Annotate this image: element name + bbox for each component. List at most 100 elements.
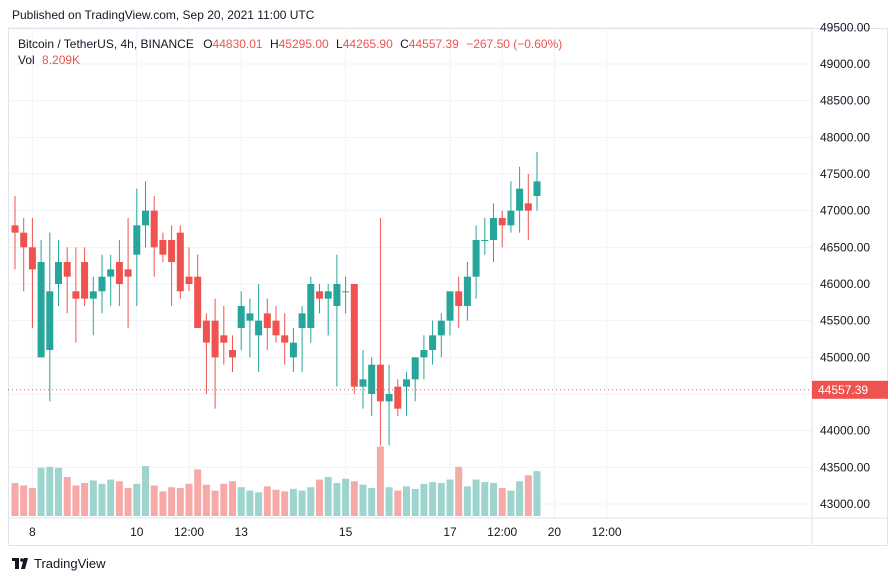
volume-bar	[98, 483, 106, 516]
low-label: L	[336, 37, 343, 51]
volume-bar	[115, 481, 123, 516]
candle-body	[81, 262, 89, 299]
volume-bar	[263, 486, 271, 516]
price-tick-label: 43500.00	[820, 460, 870, 474]
candle-body	[342, 291, 350, 293]
last-price-label: 44557.39	[818, 383, 868, 397]
volume-bar	[298, 490, 306, 516]
candle-body	[237, 306, 245, 328]
candle-body	[159, 240, 167, 255]
candle-body	[455, 291, 463, 306]
candle-body	[246, 313, 254, 321]
high-label: H	[269, 37, 279, 51]
volume-bar	[63, 477, 71, 516]
chart-frame[interactable]	[8, 28, 888, 546]
price-tick-label: 47000.00	[820, 204, 870, 218]
volume-bar	[272, 489, 280, 516]
candle-body	[185, 276, 193, 284]
time-axis: 8 10 12:00 13 15 17 12:00 20 12:00	[29, 525, 622, 539]
candle-body	[107, 269, 115, 277]
time-tick-label: 20	[548, 525, 562, 539]
volume-bar	[55, 467, 62, 516]
candle-body	[124, 269, 132, 277]
price-tick-label: 45500.00	[820, 314, 870, 328]
candle-body	[255, 320, 263, 336]
candle-body	[368, 364, 376, 394]
volume-bar	[498, 488, 506, 516]
volume-bar	[202, 484, 210, 516]
candle-body	[524, 203, 532, 211]
volume-bar	[229, 481, 236, 516]
volume-bar	[359, 484, 367, 516]
last-price-box	[812, 380, 888, 399]
legend-line-1: Bitcoin / TetherUS, 4h, BINANCE O44830.0…	[18, 36, 562, 52]
volume-bar	[324, 477, 332, 516]
candle-body	[446, 291, 454, 321]
footer-brand[interactable]: TradingView	[12, 556, 106, 571]
candle-body	[481, 240, 489, 241]
candle-body	[411, 357, 419, 380]
price-tick-label: 46500.00	[820, 240, 870, 254]
volume-bar	[176, 488, 184, 516]
volume-bar	[481, 482, 489, 516]
volume-bar	[20, 485, 28, 516]
candles	[11, 152, 541, 446]
volume-bar	[107, 479, 115, 516]
candle-body	[429, 335, 437, 350]
volume-bar	[150, 485, 158, 516]
candle-body	[272, 320, 280, 336]
open-value: 44830.01	[212, 37, 263, 51]
low-value: 44265.90	[342, 37, 393, 51]
volume-bar	[342, 478, 350, 516]
high-value: 45295.00	[278, 37, 329, 51]
volume-bar	[194, 469, 202, 516]
candle-body	[229, 350, 236, 358]
candle-body	[472, 240, 480, 277]
volume-bar	[333, 482, 341, 516]
volume-bar	[376, 446, 384, 516]
time-tick-label: 15	[339, 525, 353, 539]
price-tick-label: 44000.00	[820, 424, 870, 438]
symbol-label[interactable]: Bitcoin / TetherUS, 4h, BINANCE	[18, 37, 194, 51]
candle-body	[281, 335, 289, 343]
volume-bar	[307, 487, 315, 516]
close-label: C	[400, 37, 409, 51]
candle-body	[289, 342, 297, 358]
volume-bar	[72, 485, 80, 516]
volume-bar	[524, 475, 532, 516]
volume-bar	[81, 482, 89, 516]
volume-bar	[237, 487, 245, 516]
candle-body	[194, 276, 202, 328]
volume-bar	[255, 492, 263, 516]
volume-bar	[28, 488, 36, 516]
volume-bar	[168, 487, 176, 516]
candle-body	[150, 210, 158, 248]
volume-bar	[316, 479, 323, 516]
volume-bar	[533, 471, 541, 516]
volume-bar	[446, 479, 454, 516]
last-price-tag: 44557.39	[8, 380, 888, 399]
candle-body	[420, 350, 428, 358]
volume-value: 8.209K	[42, 53, 81, 67]
candle-body	[333, 284, 341, 306]
volume-label[interactable]: Vol	[18, 53, 35, 67]
candle-body	[350, 284, 358, 387]
candle-body	[298, 313, 306, 328]
footer-brand-text: TradingView	[34, 556, 106, 571]
candle-body	[533, 181, 541, 196]
candle-body	[220, 335, 228, 343]
candle-body	[403, 379, 410, 387]
price-tick-label: 47500.00	[820, 167, 870, 181]
candle-body	[324, 291, 332, 299]
price-tick-label: 48500.00	[820, 94, 870, 108]
candle-body	[437, 320, 445, 336]
candle-body	[11, 225, 19, 233]
volume-bar	[490, 482, 497, 516]
candle-body	[133, 225, 141, 255]
candle-body	[498, 218, 506, 226]
volume-bar	[350, 481, 358, 516]
price-tick-label: 45000.00	[820, 350, 870, 364]
candle-body	[394, 386, 402, 409]
candle-body	[89, 291, 97, 299]
